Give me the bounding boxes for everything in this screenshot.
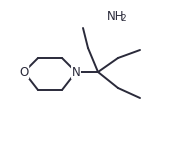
Text: N: N [72,66,80,79]
Text: NH: NH [107,9,125,23]
Text: O: O [19,66,29,79]
Text: 2: 2 [120,14,126,23]
